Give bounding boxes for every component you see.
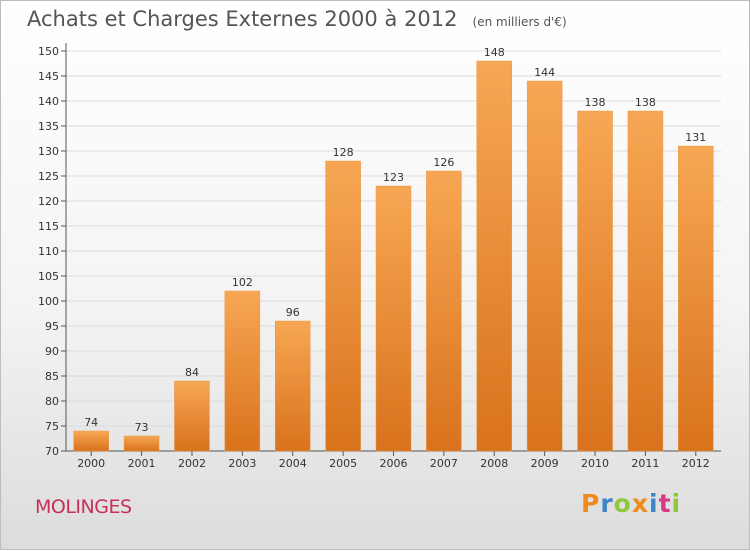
x-tick-label: 2006	[380, 457, 408, 470]
data-label-2012: 131	[685, 131, 706, 144]
bar-2008[interactable]	[476, 60, 513, 452]
x-tick-label: 2001	[128, 457, 156, 470]
chart-header: Achats et Charges Externes 2000 à 2012 (…	[27, 7, 567, 31]
data-label-2001: 73	[135, 421, 149, 434]
logo-letter: i	[671, 489, 682, 518]
bar-2006[interactable]	[375, 185, 412, 452]
bar-2009[interactable]	[526, 80, 563, 452]
x-tick-label: 2011	[631, 457, 659, 470]
x-tick-label: 2007	[430, 457, 458, 470]
logo-letter: x	[631, 489, 649, 518]
x-tick-label: 2005	[329, 457, 357, 470]
bar-2000[interactable]	[73, 430, 109, 452]
y-tick-label: 70	[45, 445, 59, 458]
bar-2011[interactable]	[627, 110, 664, 452]
proxiti-logo[interactable]: Proxiti	[581, 489, 681, 518]
y-tick-label: 130	[38, 145, 59, 158]
logo-letter: t	[658, 489, 672, 518]
y-tick-label: 85	[45, 370, 59, 383]
data-label-2005: 128	[333, 146, 354, 159]
data-label-2003: 102	[232, 276, 253, 289]
y-tick-label: 135	[38, 120, 59, 133]
x-tick-label: 2008	[480, 457, 508, 470]
y-tick-label: 95	[45, 320, 59, 333]
bar-2012[interactable]	[678, 145, 714, 452]
x-tick-label: 2004	[279, 457, 307, 470]
data-label-2010: 138	[585, 96, 606, 109]
data-labels: 74 73 84 102 96 128 123 126 148 144 138 138 131	[84, 46, 706, 434]
bar-2002[interactable]	[174, 380, 210, 452]
data-label-2008: 148	[484, 46, 505, 59]
logo-letter: r	[600, 489, 614, 518]
y-tick-label: 80	[45, 395, 59, 408]
bars	[73, 60, 714, 452]
x-tick-label: 2002	[178, 457, 206, 470]
y-tick-label: 125	[38, 170, 59, 183]
chart-subtitle: (en milliers d'€)	[472, 15, 567, 29]
x-tick-label: 2012	[682, 457, 710, 470]
y-tick-label: 75	[45, 420, 59, 433]
logo-letter: P	[581, 489, 601, 518]
logo-letter: o	[613, 489, 632, 518]
y-tick-label: 90	[45, 345, 59, 358]
data-label-2011: 138	[635, 96, 656, 109]
bar-2010[interactable]	[577, 110, 613, 452]
data-label-2007: 126	[433, 156, 454, 169]
data-label-2004: 96	[286, 306, 300, 319]
x-tick-label: 2010	[581, 457, 609, 470]
bar-2005[interactable]	[325, 160, 361, 452]
commune-name: MOLINGES	[35, 496, 132, 518]
x-tick-label: 2000	[77, 457, 105, 470]
chart-title: Achats et Charges Externes 2000 à 2012	[27, 7, 458, 31]
data-label-2000: 74	[84, 416, 98, 429]
bar-2003[interactable]	[224, 290, 261, 452]
data-label-2009: 144	[534, 66, 555, 79]
logo-letter: i	[649, 489, 659, 518]
y-tick-label: 100	[38, 295, 59, 308]
y-tick-label: 115	[38, 220, 59, 233]
y-tick-label: 150	[38, 45, 59, 58]
x-tick-label: 2009	[531, 457, 559, 470]
y-tick-label: 140	[38, 95, 59, 108]
bar-2007[interactable]	[426, 170, 462, 452]
data-label-2002: 84	[185, 366, 199, 379]
bar-2001[interactable]	[123, 435, 160, 452]
y-tick-label: 105	[38, 270, 59, 283]
x-tick-label: 2003	[228, 457, 256, 470]
bar-2004[interactable]	[274, 320, 311, 452]
y-tick-label: 120	[38, 195, 59, 208]
data-label-2006: 123	[383, 171, 404, 184]
y-tick-label: 145	[38, 70, 59, 83]
y-tick-label: 110	[38, 245, 59, 258]
